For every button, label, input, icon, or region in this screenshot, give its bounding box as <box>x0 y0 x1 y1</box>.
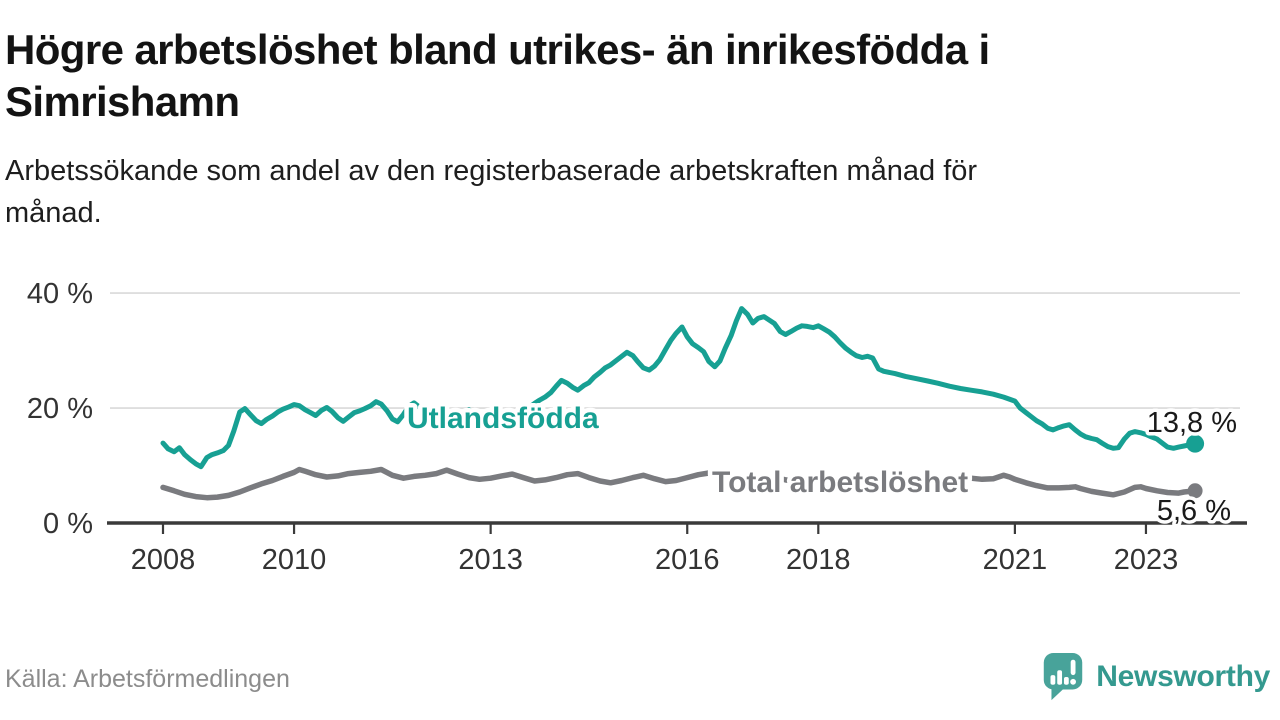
source-note: Källa: Arbetsförmedlingen <box>5 665 290 693</box>
x-tick-label-2008: 2008 <box>131 544 196 576</box>
series-line-total-arbetsloshet <box>160 466 1198 501</box>
x-tick-label-2013: 2013 <box>458 544 523 576</box>
series-line-utlandsfodda <box>160 306 1198 470</box>
newsworthy-brand: Newsworthy <box>1041 652 1270 702</box>
x-tick-label-2010: 2010 <box>262 544 327 576</box>
title-line-2: Simrishamn <box>5 78 240 125</box>
chart-subtitle: Arbetssökande som andel av den registerb… <box>5 150 1264 234</box>
chart-header: Högre arbetslöshet bland utrikes- än inr… <box>5 24 1264 234</box>
x-tick-label-2016: 2016 <box>655 544 720 576</box>
x-tick-label-2021: 2021 <box>983 544 1048 576</box>
logo-bar-2 <box>1057 670 1063 685</box>
logo-exclamation-dot <box>1070 678 1077 685</box>
end-dot-utlandsfodda <box>1186 434 1205 453</box>
end-value-label-total-arbetsloshet: 5,6 % <box>1157 495 1231 527</box>
x-tick-label-2023: 2023 <box>1114 544 1179 576</box>
title-line-1: Högre arbetslöshet bland utrikes- än inr… <box>5 26 990 73</box>
x-tick-label-2018: 2018 <box>786 544 851 576</box>
logo-bar-3 <box>1064 677 1070 685</box>
y-tick-label-0: 0 % <box>43 508 93 540</box>
series-label-total-arbetsloshet: Total arbetslöshet <box>712 466 968 499</box>
y-tick-label-40: 40 % <box>27 278 93 310</box>
subtitle-line-1: Arbetssökande som andel av den registerb… <box>5 155 978 187</box>
logo-exclamation-bar <box>1070 659 1076 676</box>
logo-bar-1 <box>1050 675 1056 685</box>
subtitle-line-2: månad. <box>5 197 102 229</box>
page-title: Högre arbetslöshet bland utrikes- än inr… <box>5 24 1264 128</box>
brand-name: Newsworthy <box>1096 660 1270 693</box>
end-value-label-utlandsfodda: 13,8 % <box>1147 407 1237 439</box>
end-dot-total-arbetsloshet <box>1187 483 1203 499</box>
newsworthy-logo-icon <box>1044 652 1083 701</box>
series-label-utlandsfodda: Utlandsfödda <box>407 402 599 435</box>
y-tick-label-20: 20 % <box>27 393 93 425</box>
